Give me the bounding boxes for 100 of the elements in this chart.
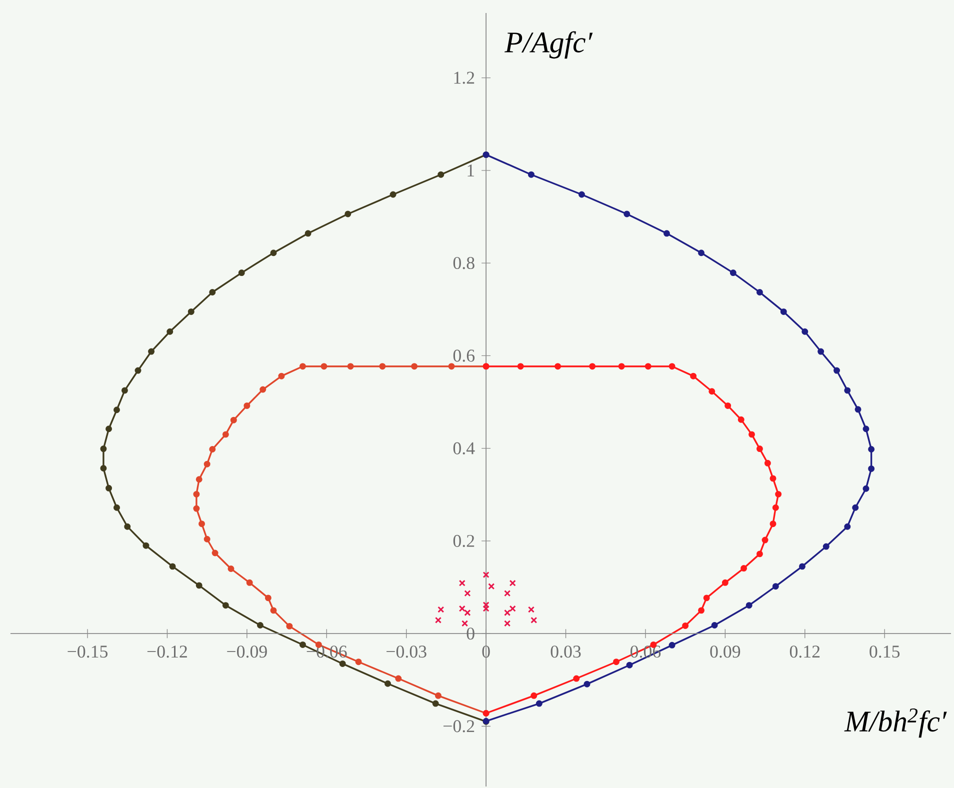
point <box>434 692 442 699</box>
point <box>464 590 471 597</box>
point <box>690 372 697 380</box>
point <box>270 607 277 614</box>
x-tick-label: 0.03 <box>550 646 581 658</box>
point <box>772 583 779 590</box>
point <box>121 387 128 394</box>
point <box>355 658 362 666</box>
point <box>193 490 200 498</box>
point <box>862 485 870 492</box>
point <box>379 363 386 370</box>
point <box>411 363 418 370</box>
point <box>344 210 352 218</box>
point <box>458 605 466 612</box>
point <box>482 572 490 578</box>
point <box>228 566 234 572</box>
point <box>780 308 787 315</box>
point <box>536 700 542 707</box>
point <box>844 387 851 394</box>
point <box>578 191 585 198</box>
point <box>395 675 402 682</box>
point <box>854 406 862 413</box>
point <box>775 490 782 498</box>
point <box>148 348 155 355</box>
point <box>798 563 806 570</box>
point <box>708 388 716 395</box>
point <box>584 680 590 688</box>
point <box>698 607 705 614</box>
point <box>802 328 808 335</box>
point <box>100 446 107 452</box>
point <box>106 484 112 492</box>
point <box>193 505 200 512</box>
point <box>299 363 306 370</box>
point <box>304 230 312 237</box>
point <box>772 504 779 511</box>
point <box>504 609 511 616</box>
point <box>822 543 830 550</box>
point <box>746 602 752 609</box>
point <box>438 606 444 613</box>
point <box>589 363 596 370</box>
point <box>868 446 875 453</box>
point <box>270 250 277 256</box>
point <box>818 348 824 355</box>
x-tick-label: −0.09 <box>227 646 267 658</box>
point <box>528 606 535 613</box>
point <box>834 367 840 374</box>
point <box>748 431 755 438</box>
point <box>448 363 455 370</box>
point <box>517 363 524 370</box>
point <box>106 426 112 432</box>
point <box>462 620 468 627</box>
x-tick-label: 0.09 <box>710 646 740 658</box>
point <box>668 363 676 370</box>
point <box>169 563 176 570</box>
point <box>222 431 229 438</box>
point <box>464 609 471 616</box>
point <box>299 642 306 648</box>
point <box>238 270 245 276</box>
point <box>756 446 763 452</box>
point <box>286 622 293 630</box>
point <box>114 406 120 414</box>
x-axis-title: M/bh$^{2}$fc′ <box>844 708 947 738</box>
point <box>852 504 859 511</box>
point <box>644 363 652 370</box>
point <box>482 605 490 612</box>
x-tick-label: −0.15 <box>68 646 108 658</box>
point <box>278 372 285 380</box>
point <box>573 675 580 682</box>
point <box>762 536 768 544</box>
point <box>698 250 705 256</box>
x-tick-label: 0.15 <box>870 646 900 658</box>
point <box>222 602 229 609</box>
point <box>530 616 538 624</box>
point <box>260 386 266 393</box>
point <box>124 523 131 530</box>
point <box>844 523 851 530</box>
point <box>722 579 728 586</box>
point <box>458 580 466 586</box>
point <box>204 536 210 542</box>
y-tick-label: 0.2 <box>453 534 474 548</box>
point <box>198 520 206 528</box>
point <box>618 363 625 370</box>
point <box>770 475 776 482</box>
point <box>347 363 354 370</box>
point <box>682 622 689 629</box>
point <box>703 594 710 602</box>
point <box>770 520 776 528</box>
point <box>212 550 218 556</box>
point <box>756 289 763 296</box>
point <box>711 622 718 629</box>
point <box>504 620 511 627</box>
point <box>724 402 732 409</box>
y-tick-label: 0.8 <box>453 257 474 270</box>
point <box>756 550 763 558</box>
point <box>188 308 194 315</box>
y-tick-label: 1.2 <box>454 72 474 84</box>
point <box>730 270 736 276</box>
point <box>432 700 439 707</box>
x-tick-label: 0.12 <box>790 646 820 658</box>
point <box>384 680 391 687</box>
